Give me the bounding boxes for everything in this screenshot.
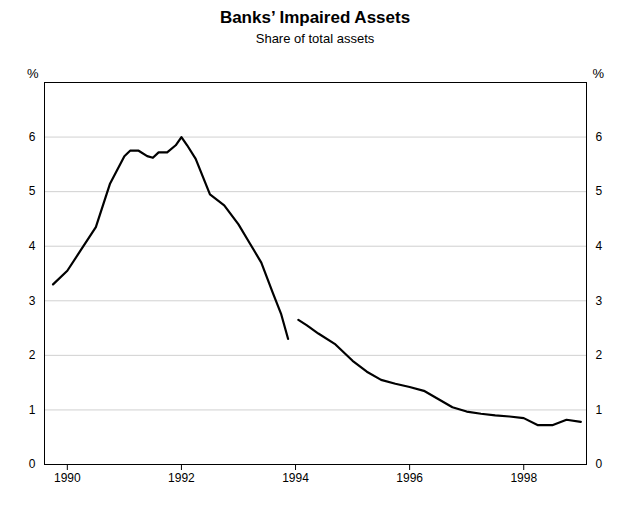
svg-text:5: 5 [29,184,36,198]
svg-text:1992: 1992 [168,471,195,485]
svg-text:3: 3 [29,294,36,308]
svg-text:6: 6 [29,130,36,144]
svg-text:1: 1 [596,403,603,417]
svg-text:1990: 1990 [54,471,81,485]
svg-text:0: 0 [29,457,36,471]
svg-text:6: 6 [596,130,603,144]
svg-text:%: % [27,66,39,81]
svg-text:5: 5 [596,184,603,198]
svg-text:2: 2 [29,348,36,362]
svg-text:0: 0 [596,457,603,471]
svg-text:%: % [593,66,605,81]
svg-text:4: 4 [596,239,603,253]
svg-text:1994: 1994 [282,471,309,485]
svg-text:2: 2 [596,348,603,362]
html-text:Banks’ Impaired Assets: Banks’ Impaired Assets [219,8,411,27]
svg-text:1998: 1998 [510,471,537,485]
svg-text:1: 1 [29,403,36,417]
svg-text:1996: 1996 [396,471,423,485]
svg-text:3: 3 [596,294,603,308]
html-text:Share of total assets: Share of total assets [255,31,375,46]
svg-text:4: 4 [29,239,36,253]
